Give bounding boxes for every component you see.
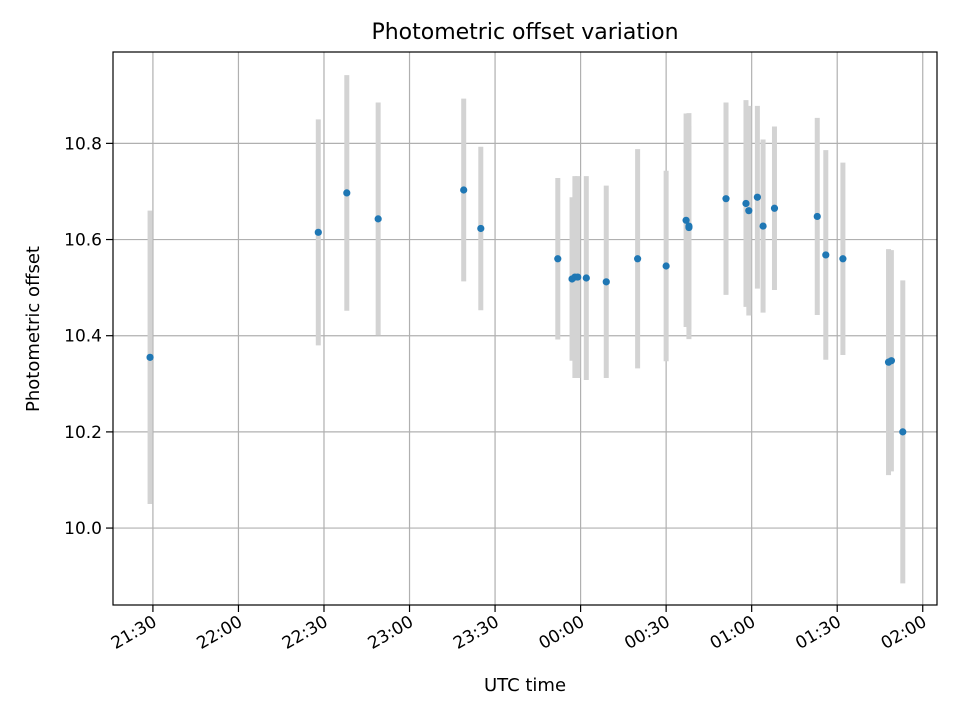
- y-tick-label: 10.4: [64, 327, 102, 347]
- x-tick-label: 23:00: [365, 612, 417, 654]
- chart-title: Photometric offset variation: [371, 20, 678, 45]
- y-tick-label: 10.8: [64, 134, 102, 154]
- data-point: [899, 428, 907, 436]
- y-tick-label: 10.6: [64, 231, 102, 251]
- data-point: [662, 262, 670, 270]
- point-layer: [146, 186, 907, 436]
- x-tick-label: 01:30: [792, 612, 844, 654]
- y-tick-layer: 10.0 10.2 10.4 10.6 10.8: [64, 134, 113, 539]
- data-point: [759, 222, 767, 230]
- data-point: [477, 224, 485, 233]
- x-tick-label: 23:30: [450, 612, 502, 654]
- y-tick-label: 10.0: [64, 519, 102, 539]
- data-point: [887, 357, 895, 365]
- data-point: [722, 195, 730, 203]
- y-tick-label: 10.2: [64, 423, 102, 443]
- data-point: [745, 207, 753, 215]
- data-point: [314, 228, 322, 236]
- data-point: [634, 255, 642, 263]
- data-point: [554, 255, 562, 263]
- x-tick-layer: 21:30 22:00 22:30 23:00 23:30 00:00 00:30 01:00…: [108, 605, 930, 654]
- x-tick-label: 22:00: [194, 612, 246, 654]
- data-point: [839, 255, 847, 263]
- x-tick-label: 00:00: [536, 612, 588, 654]
- data-point: [343, 189, 351, 197]
- x-tick-label: 21:30: [108, 612, 160, 654]
- data-point: [742, 199, 750, 208]
- data-point: [460, 186, 468, 194]
- x-axis-label: UTC time: [484, 675, 566, 696]
- data-point: [582, 274, 590, 282]
- x-tick-label: 01:00: [707, 612, 759, 654]
- y-axis-label: Photometric offset: [23, 246, 44, 412]
- x-tick-label: 22:30: [279, 612, 331, 654]
- data-point: [682, 216, 690, 224]
- data-point: [822, 251, 830, 259]
- data-point: [574, 273, 582, 281]
- x-tick-label: 02:00: [878, 612, 930, 654]
- data-point: [146, 353, 154, 361]
- x-tick-label: 00:30: [621, 612, 673, 654]
- data-point: [602, 278, 610, 286]
- data-point: [685, 222, 693, 230]
- errorbar-layer: [147, 75, 906, 584]
- plot-frame: [112, 51, 938, 606]
- grid-layer: [113, 52, 937, 605]
- data-point: [374, 215, 382, 223]
- data-point: [813, 212, 821, 221]
- data-point: [753, 193, 761, 201]
- data-point: [770, 204, 779, 212]
